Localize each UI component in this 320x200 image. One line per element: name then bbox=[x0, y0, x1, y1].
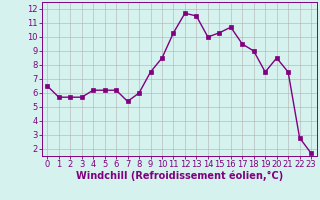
X-axis label: Windchill (Refroidissement éolien,°C): Windchill (Refroidissement éolien,°C) bbox=[76, 171, 283, 181]
